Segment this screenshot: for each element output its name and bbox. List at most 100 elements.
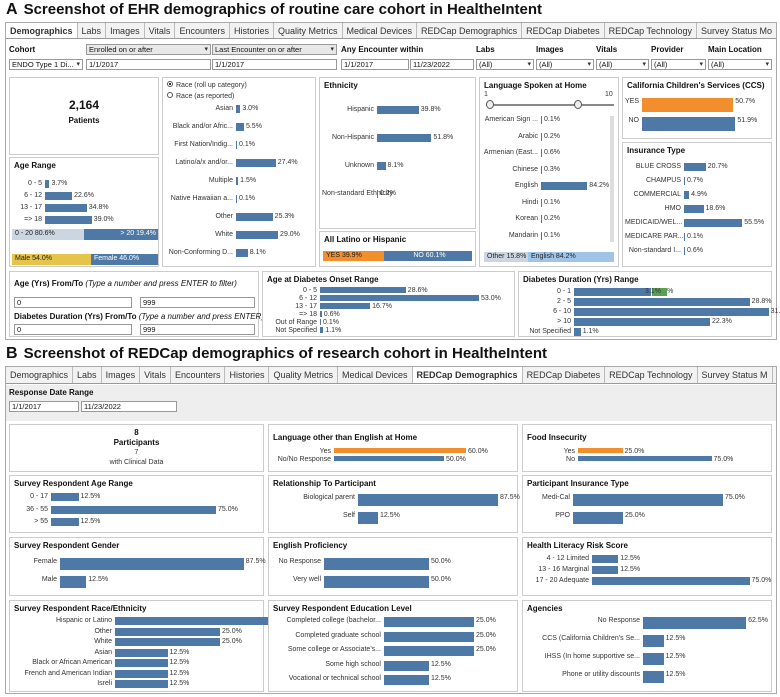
tab-images[interactable]: Images [106, 23, 145, 38]
tab-vitals[interactable]: Vitals [145, 23, 176, 38]
tab-redcap-diabetes[interactable]: REDCap Diabetes [523, 367, 606, 383]
date-to-input[interactable]: 11/23/2022 [81, 401, 177, 412]
bar[interactable] [115, 680, 168, 688]
bar[interactable] [684, 247, 685, 255]
bar[interactable] [592, 577, 750, 585]
bar[interactable] [324, 558, 429, 570]
bar[interactable] [358, 512, 378, 524]
bar[interactable] [236, 195, 237, 203]
bar[interactable] [541, 198, 542, 207]
any-encounter-to[interactable]: 11/23/2022 [410, 59, 474, 70]
female-segment[interactable]: Female 46.0% [91, 254, 158, 265]
bar[interactable] [115, 627, 220, 636]
images-select[interactable]: (All) [536, 59, 594, 70]
dd-from-input[interactable]: 0 [14, 324, 132, 335]
bar[interactable] [643, 635, 664, 647]
bar[interactable] [642, 98, 734, 112]
bar[interactable] [541, 132, 542, 141]
bar[interactable] [60, 558, 244, 570]
age-from-input[interactable]: 0 [14, 297, 132, 308]
tab-medical-devices[interactable]: Medical Devices [343, 23, 418, 38]
tab-images[interactable]: Images [102, 367, 141, 383]
tab-demographics[interactable]: Demographics [6, 23, 78, 38]
bar[interactable] [384, 675, 429, 685]
slider-handle-left[interactable] [486, 100, 494, 109]
bar[interactable] [541, 215, 542, 223]
any-encounter-from[interactable]: 1/1/2017 [341, 59, 409, 70]
bar[interactable] [45, 192, 73, 200]
bar[interactable] [115, 638, 220, 646]
tab-redcap-technology[interactable]: REDCap Technology [605, 23, 698, 38]
bar[interactable] [377, 106, 419, 114]
bar[interactable] [320, 303, 371, 309]
bar[interactable] [684, 233, 685, 241]
scrollbar[interactable] [610, 116, 614, 242]
dd-to-input[interactable]: 999 [140, 324, 255, 335]
bar[interactable] [643, 617, 747, 629]
bar[interactable] [573, 512, 623, 524]
bar[interactable] [320, 311, 322, 317]
bar[interactable] [578, 448, 623, 453]
tab-quality-metrics[interactable]: Quality Metrics [269, 367, 338, 383]
bar[interactable] [377, 162, 386, 170]
bar[interactable] [115, 648, 168, 657]
bar[interactable] [45, 180, 50, 188]
tab-medical-devices[interactable]: Medical Devices [338, 367, 413, 383]
bar[interactable] [592, 566, 619, 574]
bar[interactable] [684, 205, 704, 213]
bar[interactable] [236, 159, 276, 167]
lang-other-segment[interactable]: Other 15.8% [484, 252, 528, 262]
latino-yes-segment[interactable]: YES 39.9% [323, 251, 384, 261]
last-encounter-select[interactable]: Last Encounter on or after [212, 44, 337, 55]
bar[interactable] [574, 308, 769, 316]
provider-select[interactable]: (All) [651, 59, 706, 70]
bar[interactable] [236, 213, 273, 221]
slider-track[interactable] [486, 104, 614, 106]
bar[interactable] [236, 249, 248, 257]
bar[interactable] [377, 190, 378, 198]
bar[interactable] [320, 319, 321, 325]
bar[interactable] [358, 494, 498, 506]
age-split-left[interactable]: 0 - 20 80.6% [12, 229, 84, 240]
bar[interactable] [684, 219, 743, 227]
age-to-input[interactable]: 999 [140, 297, 255, 308]
bar[interactable] [45, 204, 87, 212]
bar[interactable] [643, 671, 664, 683]
last-encounter-input[interactable]: 1/1/2017 [212, 59, 337, 70]
bar[interactable] [45, 216, 92, 224]
bar[interactable] [236, 231, 279, 239]
bar[interactable] [60, 576, 87, 588]
vitals-select[interactable]: (All) [596, 59, 649, 70]
latino-no-segment[interactable]: NO 60.1% [384, 251, 472, 261]
tab-labs[interactable]: Labs [78, 23, 107, 38]
bar[interactable] [384, 631, 474, 642]
bar[interactable] [541, 182, 588, 190]
bar[interactable] [574, 328, 581, 336]
bar[interactable] [384, 646, 474, 656]
bar[interactable] [684, 163, 706, 171]
bar[interactable] [320, 327, 324, 333]
bar[interactable] [236, 177, 239, 185]
tab-survey-status-m[interactable]: Survey Status M [698, 367, 773, 383]
tab-histories[interactable]: Histories [230, 23, 274, 38]
bar[interactable] [334, 456, 444, 461]
lang-english-segment[interactable]: English 84.2% [528, 252, 614, 262]
bar[interactable] [592, 555, 619, 563]
bar[interactable] [377, 134, 432, 142]
bar[interactable] [51, 518, 79, 526]
bar[interactable] [236, 123, 244, 131]
bar[interactable] [51, 505, 216, 514]
bar[interactable] [320, 287, 406, 293]
tab-redcap-demographics[interactable]: REDCap Demographics [412, 367, 523, 383]
bar[interactable] [573, 494, 723, 506]
enrolled-select[interactable]: Enrolled on or after [86, 44, 211, 55]
bar[interactable] [334, 448, 466, 453]
bar[interactable] [642, 117, 736, 131]
bar[interactable] [51, 493, 79, 501]
bar[interactable] [236, 141, 237, 149]
bar[interactable] [115, 669, 168, 678]
slider-handle-right[interactable] [574, 100, 582, 109]
bar[interactable] [324, 576, 429, 588]
bar[interactable] [115, 617, 273, 625]
bar[interactable] [684, 177, 685, 185]
